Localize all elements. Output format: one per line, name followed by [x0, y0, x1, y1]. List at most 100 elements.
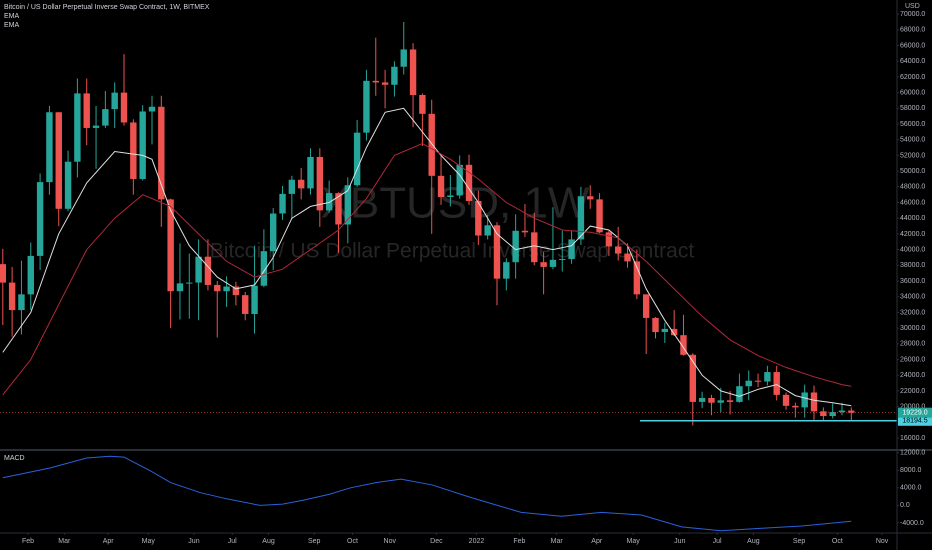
chart-title: Bitcoin / US Dollar Perpetual Inverse Sw… — [4, 4, 210, 11]
y-tick-label: 60000.0 — [900, 89, 925, 96]
candle-body — [158, 106, 165, 200]
candle-body — [409, 49, 417, 95]
candle-body — [437, 175, 445, 198]
ema-line — [2, 143, 852, 396]
candle-body — [447, 195, 454, 198]
candle-body — [148, 106, 156, 112]
candle-body — [372, 80, 379, 83]
x-tick-label: Oct — [347, 538, 358, 545]
candle-body — [214, 284, 221, 292]
y-tick-label: 52000.0 — [900, 152, 925, 159]
y-tick-label: 28000.0 — [900, 341, 925, 348]
y-tick-label: 16000.0 — [900, 435, 925, 442]
candle-body — [279, 193, 286, 214]
candle-body — [335, 193, 342, 225]
candle-body — [419, 94, 426, 114]
candle-body — [465, 164, 473, 201]
candle-body — [92, 125, 100, 128]
candle-body — [36, 182, 44, 256]
candle-body — [400, 49, 407, 67]
y-tick-label: 4000.0 — [900, 485, 922, 492]
macd-line — [2, 455, 852, 532]
candle-body — [782, 394, 790, 406]
candle-body — [381, 82, 389, 85]
x-tick-label: Dec — [430, 538, 443, 545]
x-tick-label: Aug — [747, 538, 760, 545]
candle-body — [717, 400, 724, 403]
candle-body — [456, 164, 463, 196]
candle-body — [726, 400, 734, 402]
x-tick-label: 2022 — [469, 538, 485, 545]
candle-body — [46, 112, 53, 183]
x-tick-label: Mar — [58, 538, 71, 545]
candle-body — [475, 200, 482, 236]
candle-body — [130, 122, 137, 179]
candle-body — [642, 294, 650, 318]
candle-body — [251, 285, 258, 314]
watermark-symbol: XBTUSD, 1W — [321, 179, 590, 228]
candle-body — [810, 392, 818, 412]
candle-body — [652, 317, 659, 333]
candle-body — [297, 179, 305, 189]
candle-body — [167, 199, 174, 292]
candle-body — [307, 156, 314, 189]
candle-body — [596, 199, 603, 233]
x-tick-label: Apr — [591, 538, 603, 545]
candle-body — [484, 225, 491, 236]
x-tick-label: Aug — [262, 538, 275, 545]
candle-body — [680, 335, 687, 355]
candle-body — [577, 196, 585, 240]
candle-body — [344, 185, 351, 225]
candle-body — [270, 213, 277, 252]
y-tick-label: 62000.0 — [900, 74, 925, 81]
candle-body — [223, 286, 230, 292]
candle-body — [428, 113, 435, 176]
candle-body — [736, 386, 743, 402]
candle-body — [801, 392, 808, 408]
y-tick-label: 32000.0 — [900, 309, 925, 316]
x-tick-label: Apr — [103, 538, 115, 545]
candle-body — [568, 239, 575, 260]
candle-body — [708, 397, 715, 403]
candle-body — [18, 294, 25, 311]
x-tick-label: Jul — [228, 538, 237, 545]
candle-body — [111, 92, 118, 110]
candle-body — [353, 132, 361, 186]
candle-body — [242, 295, 249, 314]
x-tick-label: Sep — [793, 538, 806, 545]
ema-line — [2, 107, 852, 407]
candle-body — [670, 328, 678, 336]
candle-body — [288, 179, 296, 194]
candle-body — [633, 261, 641, 295]
candle-body — [689, 354, 696, 402]
candle-body — [531, 232, 538, 263]
candle-body — [316, 156, 324, 211]
y-tick-label: -4000.0 — [900, 520, 924, 527]
candle-body — [83, 93, 90, 128]
y-tick-label: 20000.0 — [900, 403, 925, 410]
candle-body — [698, 397, 706, 402]
y-tick-label: 50000.0 — [900, 168, 925, 175]
candle-body — [186, 282, 193, 284]
y-tick-label: 22000.0 — [900, 388, 925, 395]
legend-entry: EMA — [4, 22, 20, 29]
x-tick-label: Jun — [674, 538, 685, 545]
candle-body — [0, 264, 6, 283]
y-tick-label: 0.0 — [900, 502, 910, 509]
x-tick-label: Nov — [384, 538, 397, 545]
candle-body — [820, 411, 827, 417]
candle-body — [792, 405, 799, 408]
candle-body — [195, 256, 202, 283]
x-tick-label: Nov — [876, 538, 889, 545]
candle-body — [521, 230, 529, 233]
y-tick-label: 8000.0 — [900, 467, 922, 474]
candle-body — [587, 196, 594, 200]
x-tick-label: Feb — [513, 538, 525, 545]
price-line-badge — [898, 415, 932, 426]
x-tick-label: May — [142, 538, 156, 545]
last-price-badge — [898, 407, 932, 418]
macd-title: MACD — [4, 455, 25, 462]
legend-entry: EMA — [4, 13, 20, 20]
